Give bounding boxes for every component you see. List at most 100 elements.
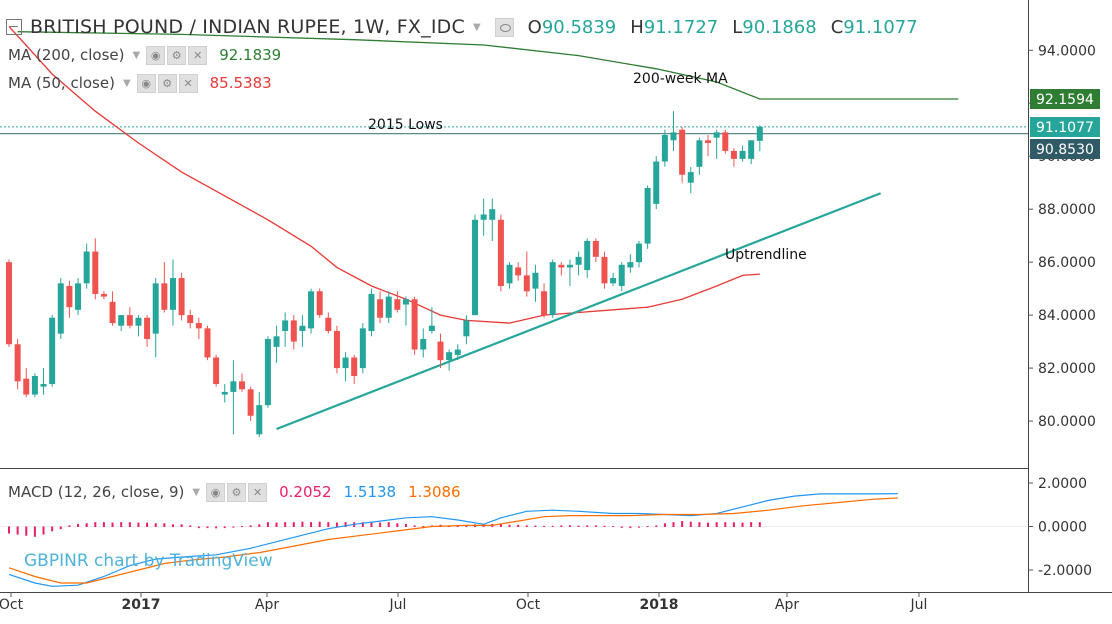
candle-body: [14, 344, 21, 382]
ma200-line: [17, 31, 959, 100]
price-tick-label: 84.0000: [1038, 308, 1096, 324]
candle-body: [31, 376, 38, 395]
ohlc-key: C: [830, 16, 844, 38]
candle-body: [204, 328, 211, 358]
candle-body: [273, 336, 280, 347]
ohlc-values: O 90.5839 H 91.1727 L 90.1868 C 91.1077: [514, 17, 918, 38]
candle-body: [342, 357, 349, 369]
candle-body: [592, 240, 599, 257]
candle-body: [558, 264, 565, 268]
candle-body: [325, 317, 332, 332]
price-label-box: [1030, 139, 1100, 159]
candle-body: [49, 317, 56, 384]
price-label: 91.1077: [1036, 120, 1094, 136]
candle-body: [100, 293, 107, 297]
candle-body: [187, 315, 194, 324]
ma200-legend: MA (200, close) ▼ ◉ ⚙ ✕ 92.1839: [8, 44, 281, 66]
settings-icon[interactable]: ⚙: [157, 73, 177, 93]
eye-icon[interactable]: [494, 17, 514, 37]
chevron-down-icon[interactable]: ▼: [132, 49, 141, 61]
candle-body: [351, 357, 358, 377]
candle-body: [316, 291, 323, 316]
candle-body: [661, 135, 668, 162]
ohlc-value: 91.1077: [843, 16, 918, 38]
candle-body: [428, 325, 435, 332]
ma50-legend: MA (50, close) ▼ ◉ ⚙ ✕ 85.5383: [8, 72, 272, 94]
time-tick-label: Oct: [516, 597, 541, 613]
ohlc-value: 91.1727: [643, 16, 719, 38]
price-label-box: [1030, 89, 1100, 109]
symbol-title[interactable]: BRITISH POUND / INDIAN RUPEE, 1W, FX_IDC: [30, 16, 465, 38]
candle-body: [290, 320, 297, 342]
close-icon[interactable]: ✕: [188, 45, 208, 65]
candle-body: [601, 256, 608, 284]
macd-tick-label: -2.0000: [1038, 563, 1092, 579]
candle-body: [541, 291, 548, 316]
menu-icon[interactable]: [6, 19, 22, 35]
candle-body: [282, 320, 289, 332]
ma50-value: 85.5383: [209, 74, 272, 92]
candle-body: [463, 320, 470, 337]
candle-body: [230, 381, 237, 392]
chevron-down-icon[interactable]: ▼: [192, 486, 201, 498]
settings-icon[interactable]: ⚙: [227, 482, 247, 502]
uptrend-line: [276, 192, 882, 431]
candle-body: [57, 283, 64, 334]
candle-body: [247, 389, 254, 416]
candle-body: [549, 262, 556, 316]
candle-body: [670, 132, 677, 141]
candle-body: [178, 278, 185, 316]
candle-body: [446, 352, 453, 361]
candle-body: [696, 140, 703, 167]
chart-annotation: 2015 Lows: [368, 117, 443, 133]
candle-body: [722, 132, 729, 151]
price-tick-label: 86.0000: [1038, 255, 1096, 271]
candle-body: [333, 331, 340, 369]
ma200-label[interactable]: MA (200, close): [8, 46, 125, 64]
macd-label[interactable]: MACD (12, 26, close, 9): [8, 483, 185, 501]
candle-body: [161, 283, 168, 310]
eye-icon[interactable]: ◉: [206, 482, 226, 502]
close-icon[interactable]: ✕: [178, 73, 198, 93]
candle-body: [644, 187, 651, 244]
candle-body: [610, 278, 617, 284]
candle-body: [66, 285, 73, 308]
ma50-label[interactable]: MA (50, close): [8, 74, 115, 92]
settings-icon[interactable]: ⚙: [167, 45, 187, 65]
candle-body: [135, 317, 142, 326]
candle-body: [221, 391, 228, 395]
candle-body: [402, 299, 409, 305]
ma200-value: 92.1839: [219, 46, 282, 64]
time-tick-label: Jul: [389, 597, 407, 613]
eye-icon[interactable]: ◉: [146, 45, 166, 65]
candle-body: [239, 381, 246, 390]
tradingview-watermark: GBPINR chart by TradingView: [24, 551, 273, 571]
eye-icon[interactable]: ◉: [136, 73, 156, 93]
macd-value: 1.5138: [343, 483, 397, 501]
chevron-down-icon[interactable]: ▼: [472, 21, 481, 33]
candle-body: [437, 341, 444, 361]
candle-body: [6, 262, 12, 345]
close-icon[interactable]: ✕: [248, 482, 268, 502]
candle-body: [584, 240, 591, 271]
candle-body: [126, 315, 133, 326]
macd-hist-value: 0.2052: [279, 483, 332, 501]
candle-body: [308, 291, 315, 329]
candle-body: [575, 256, 582, 265]
candle-body: [713, 132, 720, 138]
macd-line: [8, 493, 898, 587]
candle-body: [299, 325, 306, 332]
candle-body: [748, 140, 755, 159]
ohlc-key: O: [527, 16, 542, 38]
chevron-down-icon[interactable]: ▼: [122, 77, 131, 89]
price-tick-label: 94.0000: [1038, 43, 1096, 59]
price-tick-label: 82.0000: [1038, 361, 1096, 377]
candle-body: [756, 126, 763, 141]
candle-body: [152, 283, 159, 334]
candle-body: [169, 278, 176, 310]
ohlc-key: L: [732, 16, 743, 38]
macd-tick-label: 2.0000: [1038, 476, 1087, 492]
time-tick-label: Apr: [775, 597, 799, 613]
candle-body: [109, 301, 116, 324]
